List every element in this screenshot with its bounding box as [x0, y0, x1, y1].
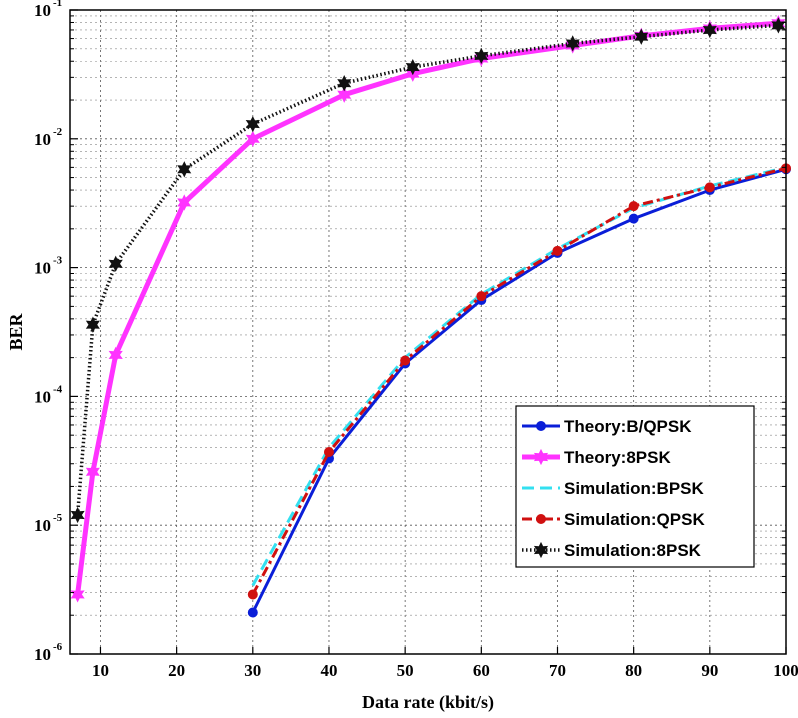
- data-point-marker: [533, 541, 549, 559]
- legend-entry-label: Theory:B/QPSK: [564, 417, 692, 436]
- data-point-marker: [536, 514, 546, 524]
- y-tick-label: 10: [34, 1, 51, 20]
- data-point-marker: [552, 245, 563, 256]
- data-point-marker: [628, 201, 639, 212]
- y-tick-exponent: -6: [53, 641, 63, 653]
- series-simulation-8psk: [70, 17, 786, 524]
- x-tick-label: 10: [92, 661, 109, 680]
- data-point-marker: [476, 291, 487, 302]
- y-axis-label: BER: [6, 312, 26, 350]
- data-point-marker: [70, 506, 85, 524]
- x-tick-label: 90: [701, 661, 718, 680]
- data-point-marker: [337, 75, 352, 92]
- data-point-marker: [245, 130, 260, 147]
- data-point-marker: [245, 115, 260, 133]
- y-tick-label: 10: [34, 259, 51, 278]
- series-line: [251, 165, 787, 587]
- legend-box: [515, 405, 755, 568]
- y-tick-exponent: -4: [53, 383, 63, 395]
- x-tick-label: 80: [625, 661, 642, 680]
- data-point-marker: [247, 607, 258, 618]
- x-tick-label: 70: [549, 661, 566, 680]
- data-point-marker: [108, 346, 123, 364]
- data-point-marker: [247, 589, 258, 600]
- x-tick-label: 100: [773, 661, 798, 680]
- y-tick-label: 10: [34, 387, 51, 406]
- series-layer: [70, 15, 791, 618]
- series-line: [251, 167, 787, 614]
- data-point-marker: [337, 86, 352, 103]
- data-point-marker: [533, 448, 549, 466]
- data-point-marker: [323, 447, 334, 458]
- y-tick-exponent: -1: [53, 0, 62, 9]
- data-point-marker: [474, 47, 489, 65]
- data-point-marker: [565, 35, 580, 52]
- series-simulation-qpsk: [247, 163, 791, 600]
- data-point-marker: [634, 28, 649, 45]
- y-tick-exponent: -3: [53, 255, 63, 267]
- legend-entry-label: Simulation:BPSK: [564, 479, 705, 498]
- data-point-marker: [405, 58, 420, 76]
- data-point-marker: [704, 182, 715, 193]
- y-tick-label: 10: [34, 516, 51, 535]
- data-point-marker: [70, 586, 85, 603]
- data-point-marker: [702, 21, 717, 39]
- legend-entry-label: Theory:8PSK: [564, 448, 671, 467]
- series-line: [75, 23, 779, 516]
- data-point-marker: [400, 355, 411, 366]
- y-tick-exponent: -5: [53, 512, 63, 524]
- data-point-marker: [177, 194, 192, 211]
- x-tick-label: 30: [244, 661, 261, 680]
- y-tick-label: 10: [34, 130, 51, 149]
- legend-entry-label: Simulation:QPSK: [564, 510, 705, 529]
- y-tick-label: 10: [34, 645, 51, 664]
- data-point-marker: [536, 421, 546, 431]
- x-tick-label: 50: [397, 661, 414, 680]
- x-tick-label: 40: [320, 661, 337, 680]
- data-point-marker: [177, 161, 192, 178]
- data-point-marker: [771, 17, 786, 34]
- data-point-marker: [628, 213, 639, 224]
- series-line: [75, 20, 779, 595]
- y-tick-exponent: -2: [53, 126, 63, 138]
- series-line: [251, 166, 787, 596]
- data-point-marker: [85, 463, 100, 480]
- series-simulation-bpsk: [251, 165, 787, 587]
- legend: Theory:B/QPSK Theory:8PSK Simulation:BPSK S…: [515, 405, 755, 568]
- data-point-marker: [85, 316, 100, 333]
- x-tick-label: 60: [473, 661, 490, 680]
- x-axis-label: Data rate (kbit/s): [362, 692, 494, 713]
- data-point-marker: [108, 255, 123, 272]
- plot-frame: [69, 9, 787, 655]
- legend-entry-label: Simulation:8PSK: [564, 541, 702, 560]
- x-tick-label: 20: [168, 661, 185, 680]
